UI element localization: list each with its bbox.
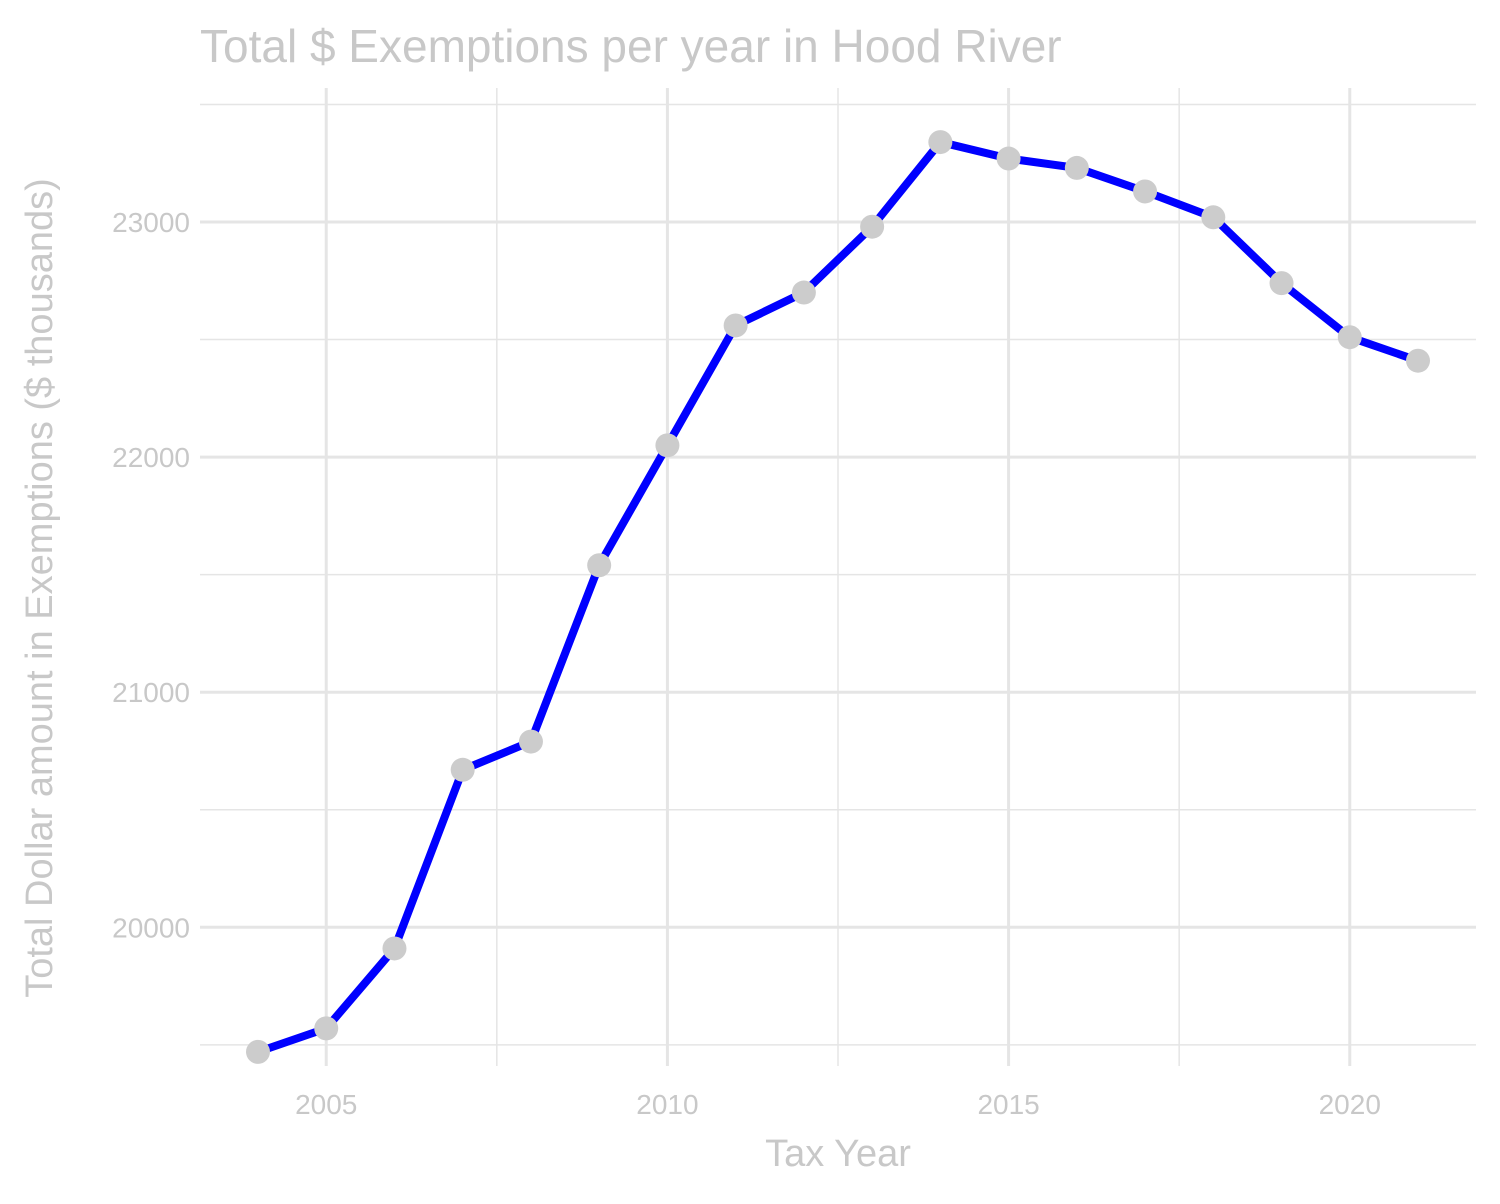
data-point [1133, 179, 1158, 204]
y-tick-label: 22000 [112, 442, 190, 473]
x-tick-label: 2005 [295, 1089, 357, 1120]
major-gridlines [200, 88, 1476, 1066]
data-point [1201, 205, 1226, 230]
data-point [723, 313, 748, 338]
data-point [655, 433, 680, 458]
data-point [246, 1039, 270, 1064]
data-point [382, 936, 407, 961]
x-axis-label: Tax Year [765, 1133, 911, 1175]
series-lines [254, 138, 1422, 1056]
series-line [254, 138, 1422, 1056]
data-point [518, 729, 543, 754]
data-point [1269, 271, 1294, 296]
data-point [791, 280, 816, 305]
y-tick-label: 23000 [112, 207, 190, 238]
data-point [314, 1016, 339, 1041]
y-tick-label: 20000 [112, 912, 190, 943]
data-point [860, 214, 885, 239]
y-axis-tick-labels: 20000 21000 22000 23000 [112, 207, 190, 943]
series-points [246, 130, 1430, 1064]
y-axis-label: Total Dollar amount in Exemptions ($ tho… [19, 178, 61, 998]
x-tick-label: 2020 [1319, 1089, 1381, 1120]
data-point [996, 146, 1021, 171]
x-tick-label: 2015 [977, 1089, 1039, 1120]
chart-title: Total $ Exemptions per year in Hood Rive… [200, 20, 1062, 72]
data-point [1406, 348, 1430, 373]
data-point [450, 757, 475, 782]
x-tick-label: 2010 [636, 1089, 698, 1120]
x-axis-tick-labels: 2005 2010 2015 2020 [295, 1089, 1381, 1120]
minor-gridlines [200, 88, 1476, 1066]
data-point [587, 553, 612, 578]
y-tick-label: 21000 [112, 677, 190, 708]
data-point [1337, 325, 1362, 350]
data-point [1064, 155, 1089, 180]
data-point [928, 130, 953, 155]
